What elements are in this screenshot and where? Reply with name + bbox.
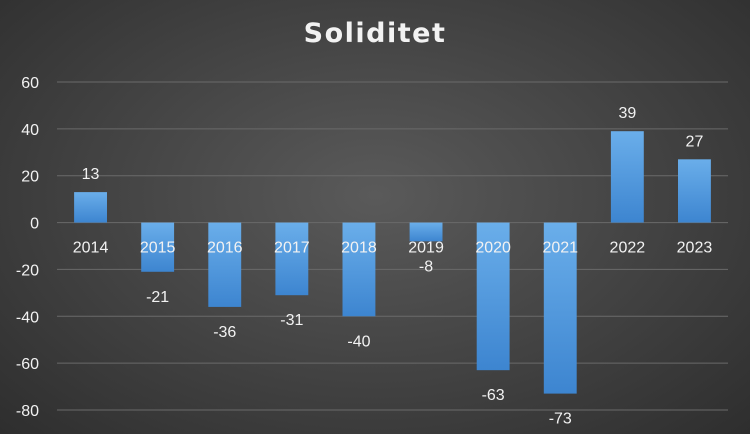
x-tick-label: 2021: [542, 240, 578, 257]
y-axis: 60 40 20 0 -20 -40 -60 -80: [16, 75, 39, 420]
data-label: -8: [419, 258, 433, 275]
y-tick-label: 20: [21, 169, 39, 186]
y-tick-label: 40: [21, 122, 39, 139]
bar-2021: [543, 222, 577, 394]
chart-title: Soliditet: [303, 18, 447, 49]
y-tick-label: -20: [16, 262, 39, 279]
data-labels: 13 -21 -36 -31 -40 -8 -63 -73 39 27: [82, 105, 704, 427]
bar-2022: [610, 131, 644, 223]
x-tick-label: 2016: [207, 240, 243, 257]
y-tick-label: 60: [21, 75, 39, 92]
bar-2016: [208, 222, 242, 307]
x-tick-label: 2018: [341, 240, 377, 257]
data-label: 39: [618, 105, 636, 122]
bars: [74, 131, 711, 394]
x-tick-label: 2022: [610, 240, 646, 257]
data-label: -63: [482, 387, 505, 404]
data-label: -21: [146, 289, 169, 306]
bar-2014: [74, 192, 107, 223]
data-label: -36: [213, 324, 236, 341]
y-tick-label: -60: [16, 356, 39, 373]
x-tick-label: 2014: [73, 240, 109, 257]
x-tick-label: 2020: [475, 240, 511, 257]
data-label: 13: [82, 166, 100, 183]
bar-2023: [678, 159, 711, 223]
bar-2015: [141, 222, 175, 272]
data-label: -73: [549, 411, 572, 428]
data-label: -31: [280, 312, 303, 329]
y-tick-label: -80: [16, 403, 39, 420]
y-tick-label: 0: [30, 216, 39, 233]
data-label: -40: [347, 333, 370, 350]
bar-2018: [342, 222, 376, 317]
data-label: 27: [686, 133, 704, 150]
bar-2017: [275, 222, 309, 296]
x-axis: 2014 2015 2016 2017 2018 2019 2020 2021 2022 2023: [73, 240, 713, 257]
bar-2019: [409, 222, 443, 242]
y-tick-label: -40: [16, 309, 39, 326]
x-tick-label: 2017: [274, 240, 310, 257]
x-tick-label: 2023: [677, 240, 713, 257]
x-tick-label: 2015: [140, 240, 176, 257]
x-tick-label: 2019: [408, 240, 444, 257]
bar-2020: [476, 222, 510, 371]
